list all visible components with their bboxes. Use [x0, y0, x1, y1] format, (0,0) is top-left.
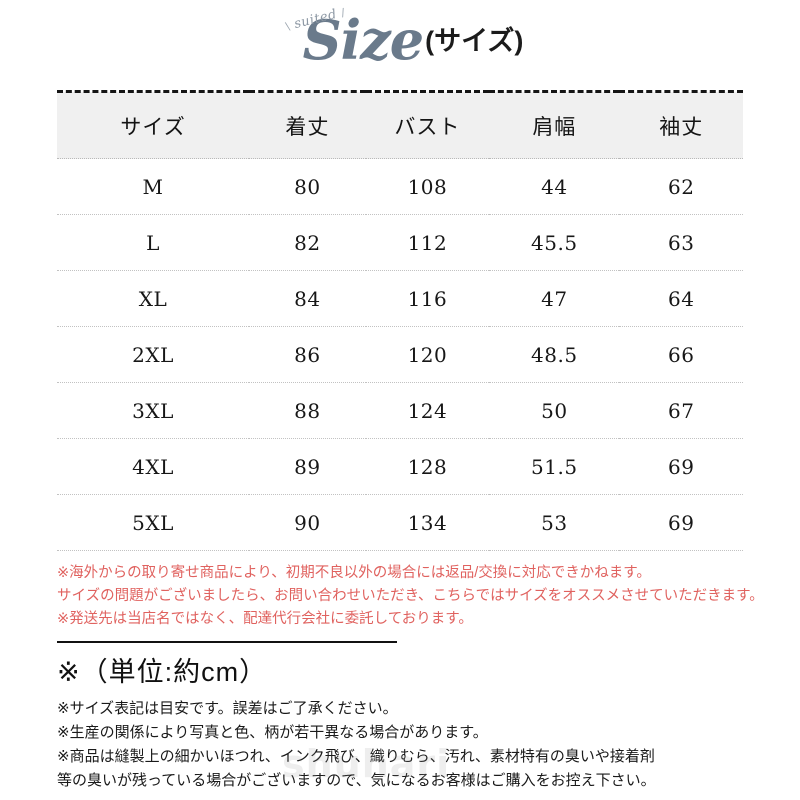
- table-row: 2XL 86 120 48.5 66: [57, 326, 743, 383]
- disclaimer-line-1: ※サイズ表記は目安です。誤差はご了承ください。: [57, 700, 398, 717]
- cell-sleeve: 67: [619, 382, 743, 439]
- page-title: Size: [302, 8, 425, 72]
- cell-sleeve: 66: [619, 326, 743, 383]
- column-header-sleeve: 袖丈: [619, 90, 743, 159]
- cell-size: L: [57, 214, 250, 271]
- cell-shoulder: 47: [489, 270, 620, 327]
- disclaimer-line-3: ※商品は縫製上の細かいほつれ、インク飛び、織りむら、汚れ、素材特有の臭いや接着剤: [57, 748, 655, 765]
- page-title-block: \ suited / Size(サイズ): [0, 0, 800, 86]
- red-notice-line-1: ※海外からの取り寄せ商品により、初期不良以外の場合には返品/交換に対応できかねま…: [57, 565, 651, 581]
- disclaimer-block: ※サイズ表記は目安です。誤差はご了承ください。 ※生産の関係により写真と色、柄が…: [57, 697, 767, 793]
- cell-shoulder: 50: [489, 382, 620, 439]
- cell-bust: 128: [365, 438, 490, 495]
- page-title-jp: (サイズ): [425, 26, 524, 56]
- cell-sleeve: 62: [619, 158, 743, 215]
- table-row: L 82 112 45.5 63: [57, 214, 743, 271]
- column-header-bust: バスト: [365, 90, 490, 159]
- cell-length: 90: [249, 494, 366, 551]
- cell-size: 3XL: [57, 382, 250, 439]
- cell-length: 84: [249, 270, 366, 327]
- table-row: XL 84 116 47 64: [57, 270, 743, 327]
- cell-shoulder: 53: [489, 494, 620, 551]
- disclaimer-line-2: ※生産の関係により写真と色、柄が若干異なる場合があります。: [57, 724, 488, 741]
- table-row: M 80 108 44 62: [57, 158, 743, 215]
- size-table: サイズ 着丈 バスト 肩幅 袖丈 M 80 108 44 62 L 82 112…: [57, 90, 743, 551]
- cell-sleeve: 63: [619, 214, 743, 271]
- cell-shoulder: 51.5: [489, 438, 620, 495]
- cell-shoulder: 45.5: [489, 214, 620, 271]
- table-row: 5XL 90 134 53 69: [57, 494, 743, 551]
- cell-size: XL: [57, 270, 250, 327]
- column-header-size: サイズ: [57, 90, 250, 159]
- cell-bust: 112: [365, 214, 490, 271]
- cell-length: 82: [249, 214, 366, 271]
- cell-bust: 124: [365, 382, 490, 439]
- cell-length: 89: [249, 438, 366, 495]
- cell-bust: 134: [365, 494, 490, 551]
- cell-bust: 116: [365, 270, 490, 327]
- size-table-body: M 80 108 44 62 L 82 112 45.5 63 XL 84 11…: [57, 158, 743, 551]
- cell-size: M: [57, 158, 250, 215]
- section-divider: [57, 641, 397, 643]
- cell-size: 4XL: [57, 438, 250, 495]
- unit-heading: ※（単位:約cm）: [57, 657, 268, 687]
- cell-length: 88: [249, 382, 366, 439]
- cell-length: 86: [249, 326, 366, 383]
- red-notice-block: ※海外からの取り寄せ商品により、初期不良以外の場合には返品/交換に対応できかねま…: [57, 562, 764, 631]
- cell-length: 80: [249, 158, 366, 215]
- cell-sleeve: 69: [619, 438, 743, 495]
- table-header-row: サイズ 着丈 バスト 肩幅 袖丈: [57, 90, 743, 159]
- cell-bust: 120: [365, 326, 490, 383]
- table-row: 3XL 88 124 50 67: [57, 382, 743, 439]
- cell-shoulder: 48.5: [489, 326, 620, 383]
- cell-size: 2XL: [57, 326, 250, 383]
- cell-sleeve: 64: [619, 270, 743, 327]
- cell-size: 5XL: [57, 494, 250, 551]
- red-notice-line-3: ※発送先は当店名ではなく、配達代行会社に委託しております。: [57, 611, 473, 627]
- column-header-shoulder: 肩幅: [489, 90, 620, 159]
- red-notice-line-2: サイズの問題がございましたら、お問い合わせいただき、こちらではサイズをオススメさ…: [57, 588, 764, 604]
- size-table-wrapper: サイズ 着丈 バスト 肩幅 袖丈 M 80 108 44 62 L 82 112…: [57, 90, 743, 551]
- table-row: 4XL 89 128 51.5 69: [57, 438, 743, 495]
- title-inner: \ suited / Size(サイズ): [277, 6, 524, 72]
- cell-shoulder: 44: [489, 158, 620, 215]
- size-table-head: サイズ 着丈 バスト 肩幅 袖丈: [57, 90, 743, 159]
- disclaimer-line-4: 等の臭いが残っている場合がございますので、気になるお客様はご購入をお控え下さい。: [57, 772, 656, 789]
- cell-bust: 108: [365, 158, 490, 215]
- column-header-length: 着丈: [249, 90, 366, 159]
- cell-sleeve: 69: [619, 494, 743, 551]
